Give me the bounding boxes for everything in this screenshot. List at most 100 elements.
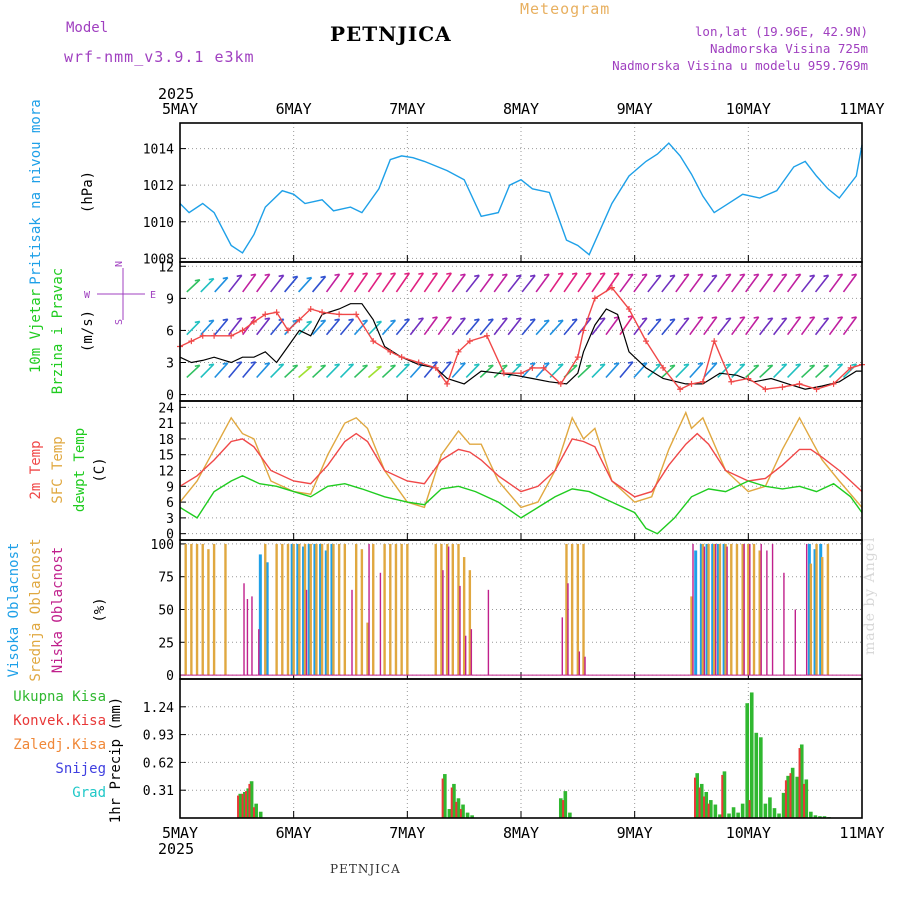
wind-arrow-head [292,319,298,323]
model-label: Model [66,20,109,36]
legend-total-precip: Ukupna Kisa [13,689,106,705]
wind-gust-marker [591,295,598,302]
wind-arrow-head [432,316,438,319]
low-cloud-bar [305,589,308,676]
wind-gust-marker [466,338,473,345]
wind-arrow [465,274,480,293]
wind-arrow [577,272,592,293]
x-tick-label-bottom: 10MAY [726,824,771,842]
wind-arrow-head [767,317,773,320]
conv-precip-bar [707,803,710,818]
y-tick-label: 1014 [143,143,174,158]
wind-arrow-head [404,363,410,366]
wind-arrow [759,317,774,336]
wind-arrow [647,363,662,379]
low-cloud-bar [726,546,728,676]
wind-arrow-head [599,317,606,320]
wind-arrow-head [348,272,354,275]
wind-arrow-head [250,316,256,319]
wind-arrow-head [502,317,508,320]
low-cloud-bar [246,599,249,676]
wind-gust-marker [307,306,314,313]
wind-arrow-head [334,363,340,366]
mid-cloud-bar [303,543,307,676]
wind-gust-marker [779,384,786,391]
wind-arrow-head [697,362,703,365]
y-tick-label: 75 [158,571,174,586]
wind-gust-marker [211,332,218,339]
wind-arrow-head [306,365,312,369]
mid-cloud-bar [468,570,472,676]
wind-arrow-head [557,272,564,275]
mid-cloud-bar [264,543,267,676]
wind-arrow [214,277,229,293]
year-label-bottom: 2025 [158,840,194,858]
wind-arrow [423,361,438,378]
wind-arrow [395,318,411,336]
wind-arrow [772,317,788,336]
y-tick-label: 12 [158,465,174,480]
wind-arrow [437,316,452,336]
y-tick-label: 0 [166,528,174,543]
wind-arrow [619,273,634,293]
mid-cloud-bar [576,543,580,676]
wind-gust-marker [557,380,564,387]
wind-arrow [493,317,508,336]
wind-arrow-head [320,319,326,323]
low-cloud-bar [447,546,450,676]
y-tick-label: 18 [158,433,174,448]
conv-precip-bar [245,791,247,818]
total-precip-bar [558,798,563,818]
wind-arrow-head [571,272,578,275]
mid-cloud-bar [406,543,409,676]
total-precip-bar [470,815,474,818]
y-tick-label: 0.31 [143,784,174,799]
conv-precip-bar [455,801,458,818]
mid-cloud-bar [462,557,466,676]
y-tick-label: 9 [166,292,174,307]
low-cloud-bar [567,583,569,676]
wind-arrow-head [418,317,424,320]
wind-arrow [381,272,397,293]
wind-arrow [786,316,802,336]
wind-arrow [437,272,452,293]
wind-arrow [759,364,774,379]
x-tick-label-top: 7MAY [389,100,425,118]
wind-arrow [773,363,788,379]
wind-gust-marker [688,380,695,387]
mid-cloud-bar [440,543,443,676]
wind-arrow-head [362,272,368,275]
wind-arrow-head [795,273,801,277]
wind-arrow [675,273,690,293]
low-cloud-bar [379,572,382,676]
conv-precip-bar [252,807,255,818]
x-tick-label-bottom: 11MAY [839,824,884,842]
mid-cloud-bar [360,549,364,676]
mid-cloud-bar [394,543,398,676]
wind-arrow-head [851,363,857,366]
wind-arrow [549,272,564,293]
wind-arrow-head [474,318,480,321]
low-cloud-axis-label: Niska Oblacnost [50,547,66,673]
wind-arrow-head [823,274,829,278]
wind-arrow-head [697,273,703,277]
wind-gust-marker [188,338,195,345]
wind-gust-marker [262,311,269,318]
wind-arrow-head [823,317,829,320]
high-cloud-bar [265,562,269,676]
mid-cloud-bar [389,543,392,676]
wind-gust-marker [660,364,667,371]
wind-arrow-head [432,361,438,364]
wind-gust-marker [540,364,547,371]
wind-arrow [423,272,438,293]
wind-arrow [591,363,606,379]
wind-arrow-head [739,316,745,319]
wind-arrow-head [194,320,200,324]
wind-arrow [703,274,718,293]
wind-arrow-head [194,278,200,282]
y-tick-label: 0.93 [143,729,174,744]
wind-arrow-head [222,362,228,365]
wind-arrow [242,361,257,378]
total-precip-bar [790,767,795,818]
wind-gust-marker [580,327,587,334]
